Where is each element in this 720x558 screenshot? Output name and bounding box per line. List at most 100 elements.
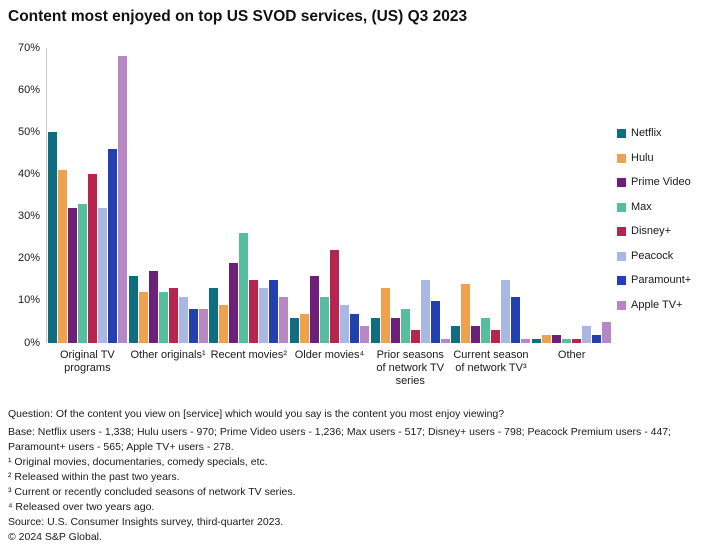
- bar-paramount-original-tv-programs: [107, 149, 117, 343]
- bar-hulu-other: [542, 334, 552, 343]
- bar-prime-video-other-originals: [148, 271, 158, 343]
- y-tick-40: 40%: [17, 167, 40, 180]
- bar-group-prior-seasons-of-network-tv-series: [370, 48, 451, 343]
- footnote-base: Base: Netflix users - 1,338; Hulu users …: [8, 426, 672, 453]
- bar-peacock-recent-movies: [259, 288, 269, 343]
- x-label-current-season-of-network-tv: Current season of network TV³: [453, 349, 529, 374]
- legend-swatch-icon: [617, 129, 626, 138]
- bar-prime-video-older-movies: [310, 275, 320, 343]
- bar-group-older-movies: [289, 48, 370, 343]
- bar-disney-current-season-of-network-tv: [491, 330, 501, 343]
- footnotes-block: Question: Of the content you view on [se…: [8, 407, 714, 545]
- legend-item-paramount: Paramount+: [617, 275, 691, 286]
- y-axis-line: [46, 48, 47, 343]
- footnote-3: ³ Current or recently concluded seasons …: [8, 486, 296, 498]
- legend-swatch-icon: [617, 227, 626, 236]
- bar-max-recent-movies: [239, 233, 249, 343]
- bar-disney-original-tv-programs: [87, 174, 97, 343]
- bar-hulu-other-originals: [138, 292, 148, 343]
- legend-swatch-icon: [617, 153, 626, 163]
- bar-netflix-older-movies: [290, 317, 300, 343]
- x-label-prior-seasons-of-network-tv-series: Prior seasons of network TV series: [376, 349, 445, 387]
- bar-max-original-tv-programs: [77, 203, 87, 343]
- y-tick-60: 60%: [17, 83, 40, 96]
- y-axis-tick-labels: 0% 10% 20% 30% 40% 50% 60% 70%: [0, 0, 42, 558]
- bar-paramount-other-originals: [188, 309, 198, 343]
- bar-max-current-season-of-network-tv: [481, 317, 491, 343]
- bar-paramount-current-season-of-network-tv: [511, 296, 521, 343]
- plot-area: [47, 48, 612, 343]
- bar-group-other-originals: [128, 48, 209, 343]
- bar-apple-tv-other: [602, 321, 612, 343]
- legend-label: Apple TV+: [631, 298, 683, 311]
- bar-disney-older-movies: [330, 250, 340, 343]
- footnote-4: ⁴ Released over two years ago.: [8, 501, 155, 513]
- bar-prime-video-current-season-of-network-tv: [471, 326, 481, 343]
- bar-group-recent-movies: [208, 48, 289, 343]
- legend-item-prime-video: Prime Video: [617, 177, 691, 188]
- bar-disney-other-originals: [168, 288, 178, 343]
- bar-apple-tv-original-tv-programs: [117, 56, 127, 343]
- bar-disney-other: [572, 338, 582, 343]
- x-label-recent-movies: Recent movies²: [210, 349, 287, 361]
- bar-max-prior-seasons-of-network-tv-series: [400, 309, 410, 343]
- legend-item-hulu: Hulu: [617, 151, 691, 164]
- bar-prime-video-prior-seasons-of-network-tv-series: [390, 317, 400, 343]
- legend-item-disney: Disney+: [617, 226, 691, 237]
- bar-hulu-original-tv-programs: [57, 170, 67, 343]
- legend-label: Paramount+: [631, 274, 692, 286]
- legend: Netflix Hulu Prime Video Max Disney+ Peacock P…: [617, 128, 691, 324]
- y-tick-50: 50%: [17, 125, 40, 138]
- footnote-2: ² Released within the past two years.: [8, 471, 180, 483]
- bar-paramount-other: [592, 334, 602, 343]
- legend-item-max: Max: [617, 200, 691, 213]
- bar-hulu-current-season-of-network-tv: [461, 284, 471, 343]
- bar-disney-recent-movies: [249, 279, 259, 343]
- bar-prime-video-other: [552, 334, 562, 343]
- x-label-original-tv-programs: Original TV programs: [59, 349, 115, 374]
- bar-peacock-other: [582, 326, 592, 343]
- x-label-other-originals: Other originals¹: [130, 349, 206, 361]
- bar-peacock-older-movies: [340, 305, 350, 343]
- bar-prime-video-recent-movies: [229, 262, 239, 343]
- bar-paramount-prior-seasons-of-network-tv-series: [430, 300, 440, 343]
- bar-apple-tv-recent-movies: [279, 296, 289, 343]
- bar-peacock-prior-seasons-of-network-tv-series: [420, 279, 430, 343]
- legend-item-netflix: Netflix: [617, 128, 691, 139]
- bar-netflix-other-originals: [128, 275, 138, 343]
- legend-swatch-icon: [617, 202, 626, 212]
- bar-group-current-season-of-network-tv: [451, 48, 532, 343]
- bar-netflix-current-season-of-network-tv: [451, 326, 461, 343]
- legend-swatch-icon: [617, 251, 626, 261]
- legend-label: Max: [631, 200, 652, 213]
- legend-item-peacock: Peacock: [617, 249, 691, 262]
- bar-apple-tv-older-movies: [360, 326, 370, 343]
- footnote-question: Question: Of the content you view on [se…: [8, 408, 505, 420]
- legend-item-apple-tv: Apple TV+: [617, 298, 691, 311]
- y-tick-70: 70%: [17, 41, 40, 54]
- bar-peacock-current-season-of-network-tv: [501, 279, 511, 343]
- bar-max-older-movies: [320, 296, 330, 343]
- legend-label: Hulu: [631, 151, 654, 164]
- bar-peacock-other-originals: [178, 296, 188, 343]
- legend-label: Netflix: [631, 127, 662, 139]
- bar-apple-tv-prior-seasons-of-network-tv-series: [440, 338, 450, 343]
- x-axis-category-labels: Original TV programs Other originals¹ Rece…: [47, 349, 612, 388]
- legend-swatch-icon: [617, 276, 626, 285]
- x-label-older-movies: Older movies⁴: [294, 349, 365, 361]
- legend-label: Prime Video: [631, 176, 691, 188]
- bar-netflix-prior-seasons-of-network-tv-series: [370, 317, 380, 343]
- y-tick-0: 0%: [24, 336, 40, 349]
- legend-label: Peacock: [631, 249, 674, 262]
- page-title: Content most enjoyed on top US SVOD serv…: [8, 8, 468, 25]
- bar-netflix-original-tv-programs: [47, 132, 57, 343]
- footnote-copyright: © 2024 S&P Global.: [8, 531, 102, 543]
- bar-hulu-older-movies: [300, 313, 310, 343]
- bar-prime-video-original-tv-programs: [67, 208, 77, 343]
- bar-paramount-recent-movies: [269, 279, 279, 343]
- bar-apple-tv-current-season-of-network-tv: [521, 338, 531, 343]
- bar-peacock-original-tv-programs: [97, 208, 107, 343]
- bar-hulu-recent-movies: [219, 305, 229, 343]
- bar-paramount-older-movies: [350, 313, 360, 343]
- footnote-1: ¹ Original movies, documentaries, comedy…: [8, 456, 268, 468]
